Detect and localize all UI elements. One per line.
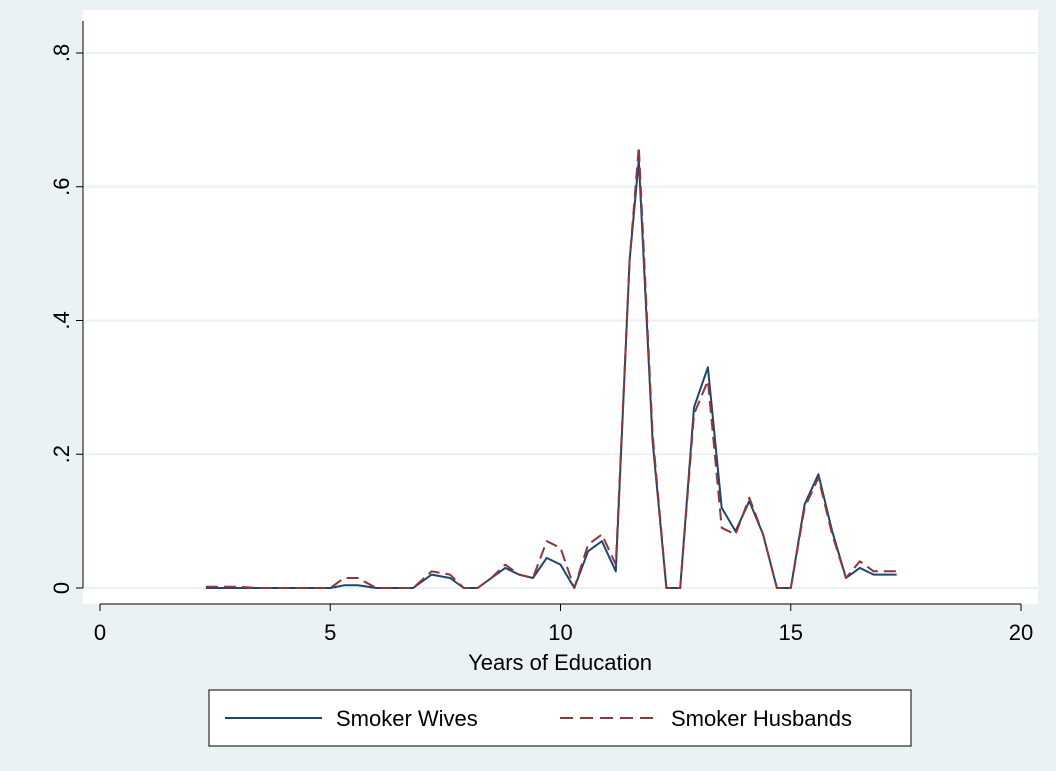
y-tick-label-1: .2 xyxy=(49,445,74,463)
legend-label-smoker-husbands: Smoker Husbands xyxy=(671,706,852,731)
y-tick-label-0: 0 xyxy=(49,582,74,594)
gridlines xyxy=(84,52,1038,589)
x-ticks: 0 5 10 15 20 xyxy=(94,604,1033,645)
y-tick-label-3: .6 xyxy=(49,178,74,196)
series-line-smoker-husbands xyxy=(205,145,897,589)
x-tick-label-4: 20 xyxy=(1009,620,1033,645)
legend-label-smoker-wives: Smoker Wives xyxy=(336,706,478,731)
y-tick-label-2: .4 xyxy=(49,311,74,329)
series xyxy=(205,145,897,589)
plot-area xyxy=(83,10,1038,604)
y-tick-label-4: .8 xyxy=(49,44,74,62)
x-tick-label-3: 15 xyxy=(779,620,803,645)
x-axis-title: Years of Education xyxy=(468,650,652,675)
legend: Smoker Wives Smoker Husbands xyxy=(208,689,912,747)
y-ticks: 0 .2 .4 .6 .8 xyxy=(49,44,83,594)
series-line-smoker-wives xyxy=(205,159,897,589)
x-tick-label-0: 0 xyxy=(94,620,106,645)
x-tick-label-1: 5 xyxy=(324,620,336,645)
x-tick-label-2: 10 xyxy=(548,620,572,645)
